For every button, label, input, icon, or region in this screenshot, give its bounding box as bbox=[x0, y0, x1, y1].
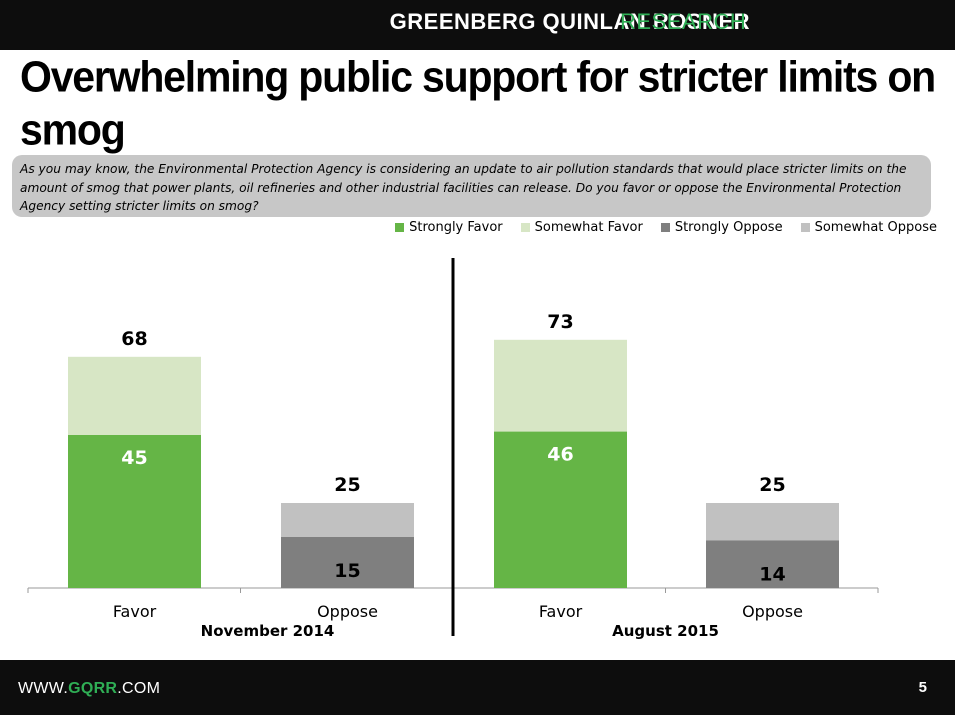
url-emphasis: GQRR bbox=[68, 680, 118, 697]
legend-label: Strongly Favor bbox=[409, 220, 503, 235]
chart-legend: Strongly Favor Somewhat Favor Strongly O… bbox=[395, 220, 937, 235]
legend-label: Strongly Oppose bbox=[674, 220, 783, 235]
header-bar: GREENBERG QUINLAN ROSNER RESEARCH bbox=[0, 0, 955, 50]
x-tick-label: Favor bbox=[539, 602, 583, 621]
x-tick-label: Oppose bbox=[742, 602, 803, 621]
legend-item-somewhat-favor: Somewhat Favor bbox=[520, 220, 643, 235]
survey-question: As you may know, the Environmental Prote… bbox=[12, 155, 931, 217]
legend-swatch bbox=[520, 223, 530, 232]
url-prefix: WWW. bbox=[18, 680, 69, 697]
data-label-total: 68 bbox=[121, 328, 147, 350]
brand-accent: RESEARCH bbox=[620, 9, 747, 34]
bar-somewhat-favor bbox=[494, 339, 627, 432]
data-label-strong: 45 bbox=[121, 447, 147, 469]
bar-somewhat-favor bbox=[68, 356, 201, 435]
bar-somewhat-oppose bbox=[281, 503, 414, 537]
legend-swatch bbox=[660, 223, 670, 232]
bar-somewhat-oppose bbox=[706, 503, 839, 541]
bar-strongly-oppose bbox=[706, 540, 839, 588]
group-label: August 2015 bbox=[612, 622, 719, 640]
legend-swatch bbox=[800, 223, 810, 232]
data-label-total: 73 bbox=[547, 311, 573, 333]
data-label-strong: 14 bbox=[759, 563, 785, 585]
bar-strongly-favor bbox=[494, 431, 627, 588]
page-number: 5 bbox=[918, 679, 927, 696]
data-label-strong: 15 bbox=[334, 560, 360, 582]
x-tick-label: Favor bbox=[113, 602, 157, 621]
group-label: November 2014 bbox=[201, 622, 335, 640]
page-title: Overwhelming public support for stricter… bbox=[20, 52, 936, 154]
bar-strongly-oppose bbox=[281, 537, 414, 588]
legend-item-somewhat-oppose: Somewhat Oppose bbox=[800, 220, 937, 235]
legend-label: Somewhat Favor bbox=[534, 220, 643, 235]
x-tick-label: Oppose bbox=[317, 602, 378, 621]
legend-item-strongly-oppose: Strongly Oppose bbox=[660, 220, 783, 235]
data-label-total: 25 bbox=[334, 474, 360, 496]
data-label-total: 25 bbox=[759, 474, 785, 496]
legend-item-strongly-favor: Strongly Favor bbox=[395, 220, 503, 235]
footer-bar: WWW.GQRR.COM 5 bbox=[0, 660, 955, 715]
legend-swatch bbox=[395, 223, 405, 232]
data-label-strong: 46 bbox=[547, 444, 573, 466]
brand-name: GREENBERG QUINLAN ROSNER bbox=[389, 9, 750, 34]
url-suffix: .COM bbox=[117, 680, 161, 697]
bar-strongly-favor bbox=[68, 435, 201, 588]
footer-url[interactable]: WWW.GQRR.COM bbox=[18, 680, 160, 698]
legend-label: Somewhat Oppose bbox=[814, 220, 937, 235]
